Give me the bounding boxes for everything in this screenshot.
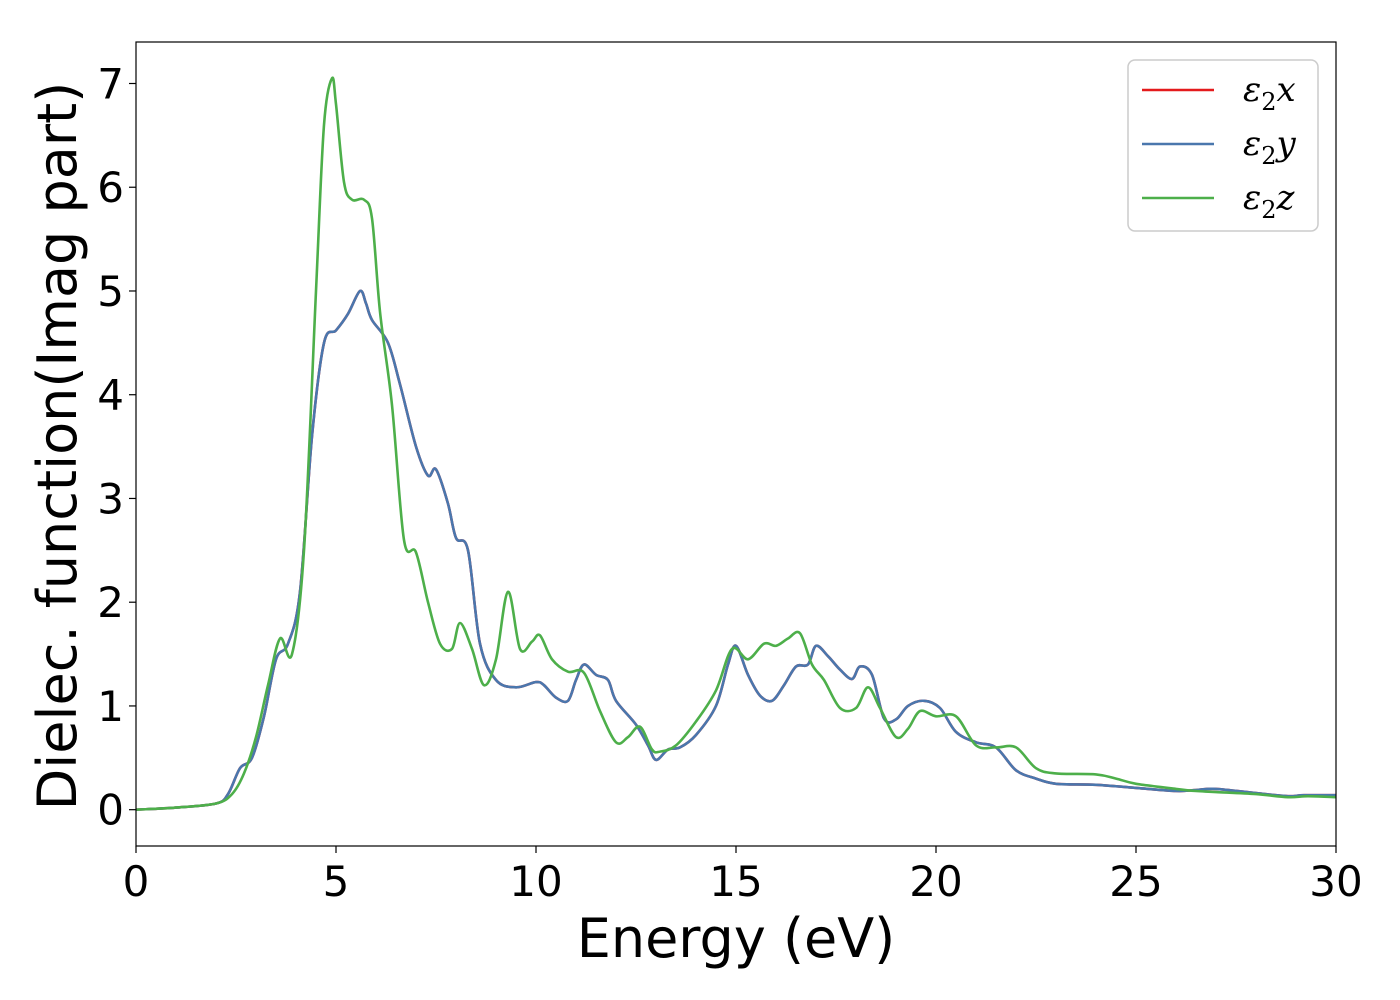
y-tick-label: 7	[97, 59, 124, 108]
x-tick-label: 30	[1309, 857, 1362, 906]
legend-box	[1127, 59, 1319, 232]
x-tick-label: 10	[509, 857, 562, 906]
x-tick-label: 20	[909, 857, 962, 906]
x-tick-label: 0	[123, 857, 150, 906]
plot-lines	[135, 76, 1337, 811]
legend-label-z: ε2z	[1243, 178, 1296, 224]
y-axis-label: Dielec. function(Imag part)	[26, 82, 89, 811]
x-axis-label: Energy (eV)	[577, 907, 896, 970]
y-axis-ticks: 0 1 2 3 4 5 6 7	[97, 59, 136, 835]
x-axis-ticks: 0 5 10 15 20 25 30	[123, 846, 1363, 906]
series-line-x	[135, 289, 1337, 811]
legend: ε2x ε2y ε2z	[1127, 59, 1319, 232]
y-tick-label: 5	[97, 267, 124, 316]
x-tick-label: 15	[709, 857, 762, 906]
x-tick-label: 5	[323, 857, 350, 906]
y-tick-label: 4	[97, 371, 124, 420]
legend-label-x: ε2x	[1243, 70, 1296, 116]
y-tick-label: 1	[97, 682, 124, 731]
y-tick-label: 3	[97, 474, 124, 523]
y-tick-label: 2	[97, 578, 124, 627]
series-line-z	[135, 76, 1337, 811]
y-tick-label: 6	[97, 163, 124, 212]
y-tick-label: 0	[97, 786, 124, 835]
series-line-y	[135, 289, 1337, 811]
legend-label-y: ε2y	[1243, 124, 1297, 170]
x-tick-label: 25	[1109, 857, 1162, 906]
